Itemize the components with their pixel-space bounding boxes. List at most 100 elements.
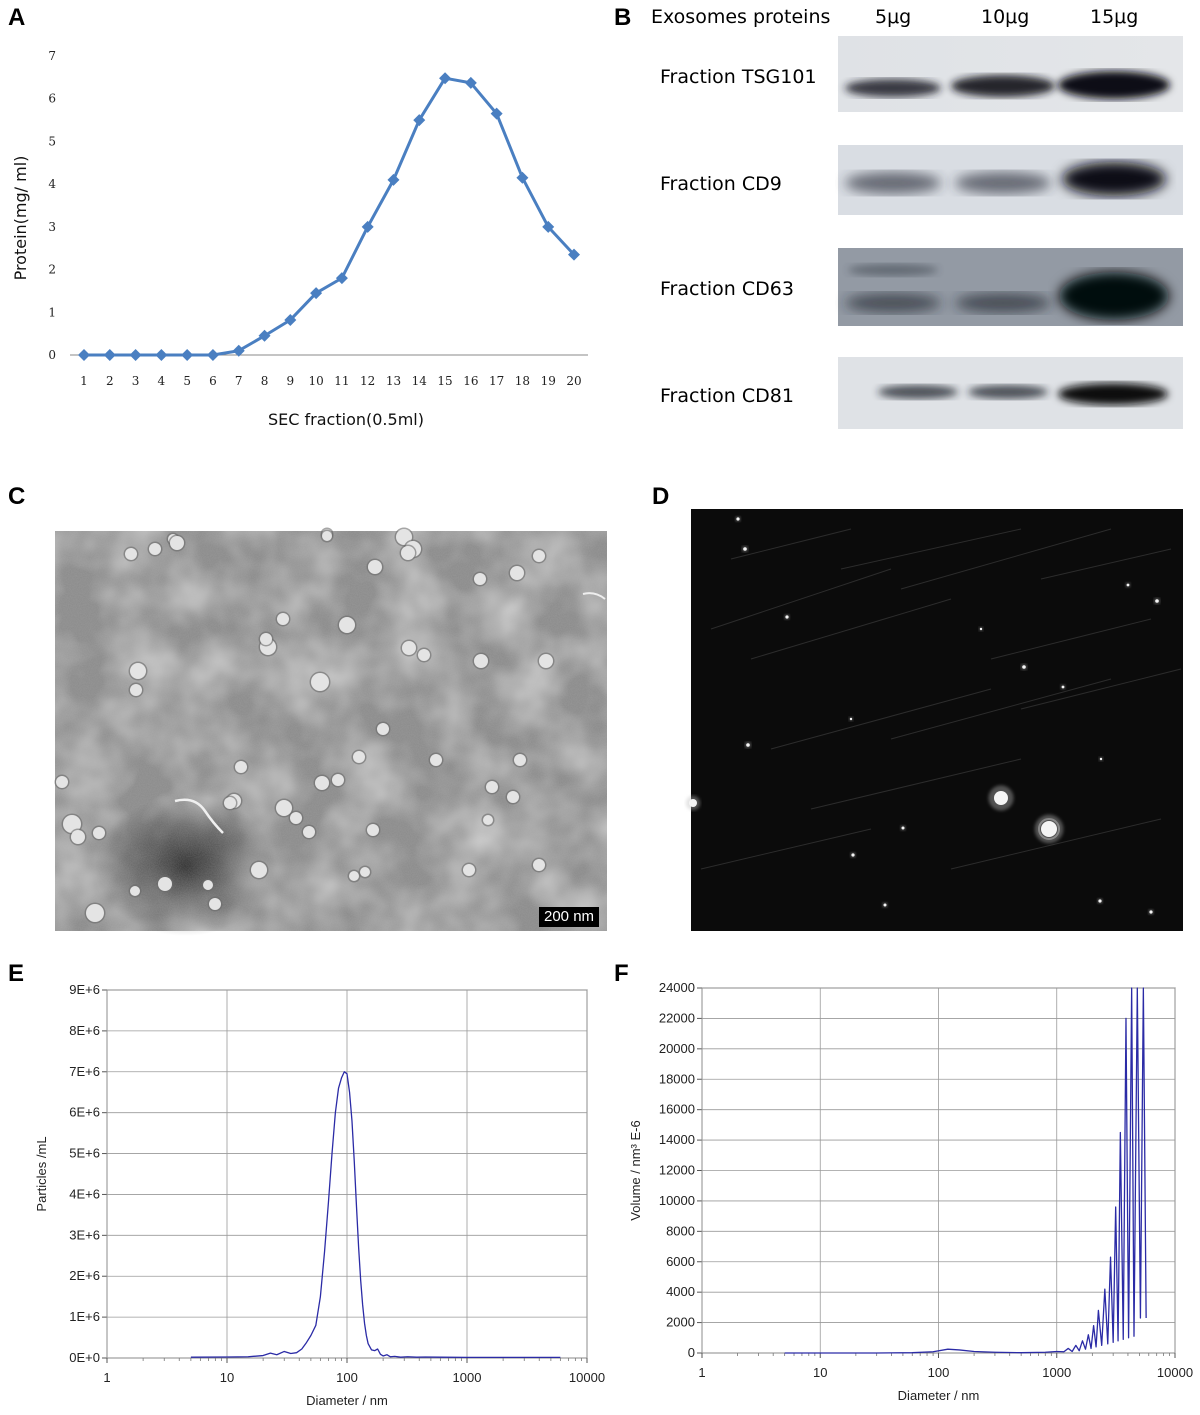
x-tick-label: 15	[437, 374, 452, 388]
data-point-marker	[129, 349, 142, 361]
y-tick-label: 5E+6	[69, 1146, 100, 1161]
vesicle	[277, 613, 289, 625]
vesicle	[474, 654, 488, 668]
y-tick-label: 9E+6	[69, 982, 100, 997]
vesicle	[235, 761, 247, 773]
vesicle	[56, 776, 68, 788]
particle-track	[1020, 668, 1182, 710]
x-axis-title: Diameter / nm	[898, 1388, 980, 1403]
panel-letter-e: E	[8, 960, 25, 987]
x-tick-label: 12	[360, 374, 375, 388]
data-point-marker	[542, 220, 555, 233]
x-tick-label: 5	[183, 374, 191, 388]
x-tick-label: 1000	[453, 1370, 482, 1385]
y-tick-label: 24000	[659, 980, 695, 995]
vesicle	[149, 543, 161, 555]
particle-track	[750, 598, 952, 660]
series-line	[784, 987, 1147, 1354]
chart-e-particle-size: 0E+0 1E+6 2E+6 3E+6 4E+6 5E+6 6E+6 7E+6 8E+6 9E+6…	[34, 982, 605, 1408]
y-tick-label: 14000	[659, 1132, 695, 1147]
x-tick-label: 10	[220, 1370, 234, 1385]
vesicle	[303, 826, 315, 838]
y-tick-label: 8E+6	[69, 1023, 100, 1038]
particle	[1041, 821, 1057, 837]
band	[845, 79, 941, 97]
vesicle	[418, 649, 430, 661]
particle	[901, 826, 905, 830]
x-tick-label: 1	[103, 1370, 110, 1385]
particle	[746, 743, 750, 747]
vesicle	[377, 723, 389, 735]
series-line	[84, 76, 576, 357]
band	[1062, 162, 1166, 196]
vesicle	[360, 867, 370, 877]
particle-track	[840, 528, 1022, 570]
blot-header: Exosomes proteins	[651, 6, 831, 28]
debris-fiber	[174, 798, 224, 834]
tem-micrograph	[54, 527, 607, 936]
data-point-marker	[155, 349, 168, 361]
particle	[994, 791, 1008, 805]
vesicle	[311, 673, 329, 691]
vesicle	[130, 663, 146, 679]
data-point-marker	[361, 220, 374, 233]
y-tick-label: 1E+6	[69, 1309, 100, 1324]
data-point-marker	[78, 349, 90, 361]
vesicle	[130, 886, 140, 896]
particle-track	[810, 758, 1022, 810]
y-tick-label: 10000	[659, 1193, 695, 1208]
data-point-marker	[206, 349, 219, 361]
chart-f-volume-distribution: 0 2000 4000 6000 8000 10000 12000 14000 16000 180…	[628, 980, 1193, 1403]
particle-track	[950, 818, 1162, 870]
lane-label-2: 10μg	[981, 6, 1030, 28]
vesicle	[203, 880, 213, 890]
band	[968, 385, 1048, 399]
y-tick-label: 12000	[659, 1163, 695, 1178]
blot-row-label-cd81: Fraction CD81	[660, 385, 794, 407]
data-point-marker	[516, 171, 529, 184]
data-point-marker	[387, 173, 400, 186]
vesicle	[63, 815, 81, 833]
y-tick-label: 4	[48, 177, 56, 191]
vesicle	[349, 871, 359, 881]
particle-track	[990, 618, 1152, 660]
y-tick-label: 3	[48, 220, 56, 234]
panel-letter-f: F	[614, 960, 629, 987]
debris-fiber	[582, 592, 606, 600]
vesicle	[539, 654, 553, 668]
particle	[1098, 899, 1102, 903]
particle	[851, 853, 855, 857]
particle-track	[770, 688, 992, 750]
x-axis-title: SEC fraction(0.5ml)	[268, 410, 424, 429]
vesicle	[251, 862, 267, 878]
band	[1058, 71, 1170, 99]
data-point-marker	[258, 329, 271, 342]
lane-label-1: 5μg	[875, 6, 912, 28]
vesicle	[276, 800, 292, 816]
x-tick-label: 13	[386, 374, 401, 388]
vesicle	[322, 531, 332, 541]
y-tick-label: 3E+6	[69, 1227, 100, 1242]
blot-strip-tsg101	[838, 36, 1183, 112]
y-tick-label: 20000	[659, 1041, 695, 1056]
band	[845, 293, 941, 313]
particle-ring	[1038, 818, 1060, 840]
y-tick-label: 5	[48, 134, 56, 148]
y-tick-label: 4E+6	[69, 1186, 100, 1201]
x-tick-label: 3	[132, 374, 140, 388]
x-tick-label: 17	[489, 374, 504, 388]
band	[1058, 383, 1168, 405]
vesicle	[514, 754, 526, 766]
y-tick-label: 18000	[659, 1071, 695, 1086]
y-tick-label: 8000	[666, 1223, 695, 1238]
blot-row-label-cd63: Fraction CD63	[660, 278, 794, 300]
y-tick-label: 22000	[659, 1010, 695, 1025]
y-tick-label: 0E+0	[69, 1350, 100, 1365]
y-tick-label: 4000	[666, 1284, 695, 1299]
x-tick-label: 11	[334, 374, 349, 388]
x-tick-label: 14	[412, 374, 428, 388]
band	[848, 264, 938, 276]
vesicle	[401, 546, 415, 560]
x-tick-label: 2	[106, 374, 114, 388]
panel-letter-a: A	[8, 4, 26, 31]
